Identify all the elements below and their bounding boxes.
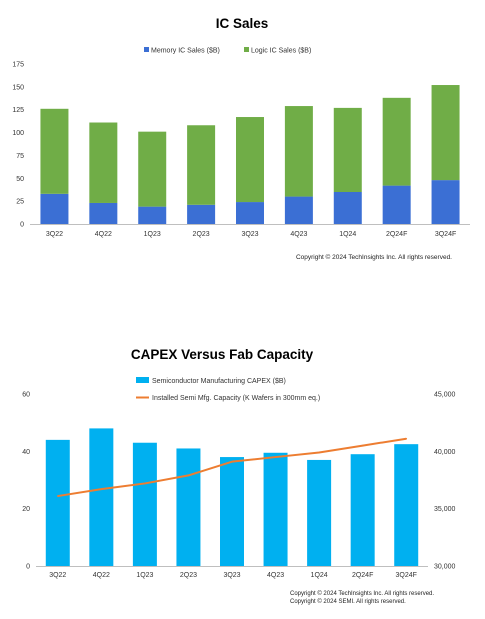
chart1-bar-logic — [40, 108, 69, 194]
chart2-legend: Semiconductor Manufacturing CAPEX ($B) In… — [136, 377, 320, 402]
chart1-bar-logic — [138, 131, 167, 207]
chart2-capacity-point — [274, 456, 277, 458]
chart2-x-tick-label: 4Q23 — [267, 572, 284, 579]
chart1-legend-label: Logic IC Sales ($B) — [251, 48, 311, 55]
chart2-x-tick-label: 3Q22 — [49, 572, 66, 579]
chart1-bars — [40, 85, 460, 224]
chart1-bar-memory — [89, 202, 118, 224]
chart2-x-tick-label: 1Q23 — [136, 572, 153, 579]
chart2-y2-tick-label: 30,000 — [434, 564, 456, 571]
chart1-y-tick-label: 0 — [20, 222, 24, 229]
chart1-y-tick-label: 150 — [12, 84, 24, 91]
chart2-legend-label-line: Installed Semi Mfg. Capacity (K Wafers i… — [152, 395, 320, 402]
chart2-y2-tick-label: 40,000 — [434, 449, 456, 456]
chart1-y-tick-label: 100 — [12, 130, 24, 137]
chart2-y-tick-label: 60 — [22, 392, 30, 399]
chart2-y2-tick-label: 35,000 — [434, 506, 456, 513]
chart1-bar-logic — [236, 117, 264, 203]
chart2-capacity-line — [56, 437, 408, 498]
chart1-legend-swatch — [144, 47, 149, 52]
capex-vs-capacity-chart: CAPEX Versus Fab Capacity Semiconductor … — [22, 347, 456, 605]
chart2-bar-capex — [220, 457, 244, 566]
chart1-x-tick-label: 4Q23 — [290, 231, 307, 238]
chart2-capacity-point — [100, 488, 103, 490]
chart1-copyright: Copyright © 2024 TechInsights Inc. All r… — [296, 253, 452, 261]
chart1-x-axis: 3Q22 4Q22 1Q23 2Q23 3Q23 4Q23 1Q24 2Q24F 3Q24F — [46, 231, 456, 238]
chart1-bar-logic — [431, 85, 460, 181]
chart2-copyright-1: Copyright © 2024 TechInsights Inc. All r… — [290, 590, 434, 597]
chart2-capacity-point — [187, 474, 190, 477]
chart2-bar-capex — [350, 454, 375, 566]
chart2-x-tick-label: 2Q23 — [180, 572, 197, 579]
chart2-bar-capex — [176, 448, 201, 566]
chart1-y-tick-label: 175 — [12, 62, 24, 69]
chart2-bar-capex — [132, 442, 157, 566]
chart1-x-tick-label: 3Q22 — [46, 231, 63, 238]
chart2-bar-capex — [45, 439, 70, 566]
chart1-bar-logic — [89, 122, 118, 203]
chart1-bar-logic — [333, 107, 362, 192]
chart1-legend-label: Memory IC Sales ($B) — [151, 48, 220, 55]
ic-sales-chart: IC Sales Memory IC Sales ($B) Logic IC Sa… — [12, 16, 470, 261]
chart2-y-tick-label: 40 — [22, 449, 30, 456]
chart1-y-tick-label: 25 — [16, 199, 24, 206]
chart1-bar-memory — [431, 180, 460, 224]
chart1-x-tick-label: 2Q23 — [193, 231, 210, 238]
chart2-bars — [45, 428, 419, 566]
chart1-legend: Memory IC Sales ($B) Logic IC Sales ($B) — [144, 47, 311, 55]
chart1-bar-memory — [284, 196, 313, 224]
chart2-x-tick-label: 3Q23 — [223, 572, 240, 579]
chart2-x-tick-label: 1Q24 — [311, 572, 328, 579]
chart1-bar-logic — [187, 125, 216, 205]
chart1-y-axis: 0 25 50 75 100 125 150 175 — [12, 62, 24, 229]
chart2-title: CAPEX Versus Fab Capacity — [131, 347, 314, 362]
chart2-capacity-point — [318, 451, 320, 454]
chart2-bar-capex — [263, 452, 288, 566]
chart2-x-tick-label: 2Q24F — [352, 572, 373, 579]
chart1-x-tick-label: 2Q24F — [386, 231, 407, 238]
chart1-x-tick-label: 3Q24F — [435, 231, 456, 238]
chart2-bar-capex — [394, 444, 419, 566]
chart2-capacity-point — [361, 444, 364, 447]
chart2-x-axis: 3Q22 4Q22 1Q23 2Q23 3Q23 4Q23 1Q24 2Q24F 3Q24F — [49, 572, 417, 579]
chart1-bar-memory — [382, 185, 411, 224]
chart2-capacity-point — [405, 437, 408, 440]
chart1-bar-memory — [40, 193, 69, 224]
chart1-legend-swatch — [244, 47, 249, 52]
chart1-x-tick-label: 1Q23 — [144, 231, 161, 238]
chart1-bar-memory — [138, 206, 167, 224]
chart2-bar-capex — [307, 459, 332, 566]
chart1-x-tick-label: 4Q22 — [95, 231, 112, 238]
chart2-y2-tick-label: 45,000 — [434, 392, 456, 399]
chart2-capacity-point — [231, 460, 233, 463]
chart1-bar-logic — [284, 106, 313, 197]
chart1-y-tick-label: 50 — [16, 176, 24, 183]
chart1-x-tick-label: 3Q23 — [241, 231, 258, 238]
chart2-bar-capex — [89, 428, 114, 566]
chart2-capacity-point — [144, 482, 146, 485]
chart1-bar-memory — [333, 192, 362, 224]
chart2-copyright-2: Copyright © 2024 SEMI. All rights reserv… — [290, 598, 406, 605]
chart1-bar-memory — [236, 202, 264, 224]
chart1-bar-memory — [187, 204, 216, 224]
chart1-title: IC Sales — [216, 16, 269, 31]
chart2-legend-swatch-bar — [136, 377, 149, 383]
chart2-y-axis-right: 30,000 35,000 40,000 45,000 — [434, 392, 456, 571]
chart1-y-tick-label: 75 — [16, 153, 24, 160]
chart2-x-tick-label: 3Q24F — [396, 572, 417, 579]
chart1-bar-logic — [382, 97, 411, 186]
chart2-y-axis-left: 0 20 40 60 — [22, 392, 30, 571]
chart2-x-tick-label: 4Q22 — [93, 572, 110, 579]
chart2-capacity-point — [56, 495, 59, 497]
chart2-legend-label-bar: Semiconductor Manufacturing CAPEX ($B) — [152, 378, 286, 385]
chart2-y-tick-label: 0 — [26, 564, 30, 571]
chart1-y-tick-label: 125 — [12, 107, 24, 114]
chart2-y-tick-label: 20 — [22, 506, 30, 513]
chart1-x-tick-label: 1Q24 — [339, 231, 356, 238]
